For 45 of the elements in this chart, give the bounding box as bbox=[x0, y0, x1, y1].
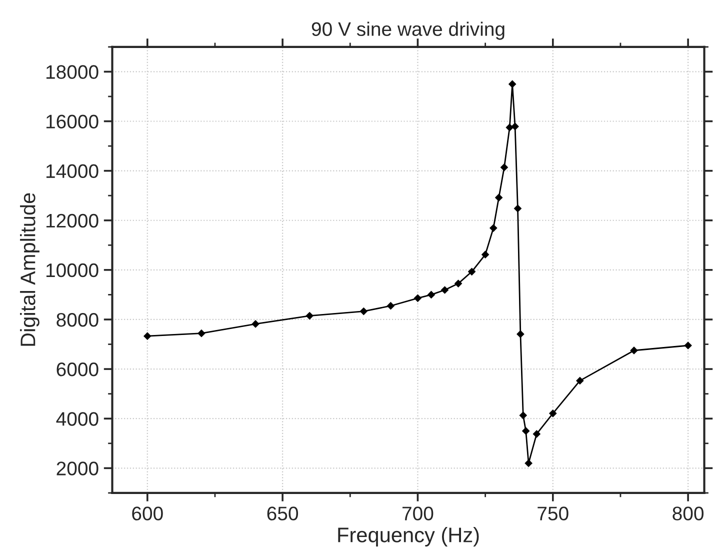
y-tick-label: 14000 bbox=[46, 164, 98, 178]
point bbox=[306, 312, 314, 320]
point bbox=[514, 204, 522, 212]
point bbox=[386, 302, 395, 310]
y-tick-label: 2000 bbox=[56, 462, 98, 476]
point bbox=[519, 411, 528, 420]
y-tick-label: 18000 bbox=[46, 65, 98, 79]
point bbox=[684, 342, 692, 350]
x-tick-label: 800 bbox=[672, 506, 704, 520]
point bbox=[454, 280, 462, 288]
point bbox=[440, 286, 449, 294]
point bbox=[532, 430, 541, 438]
chart-title: 90 V sine wave driving bbox=[312, 22, 504, 40]
point bbox=[630, 346, 638, 354]
point bbox=[198, 329, 206, 338]
point bbox=[506, 124, 514, 132]
point bbox=[427, 290, 436, 299]
point bbox=[548, 409, 557, 418]
point bbox=[414, 294, 422, 302]
y-tick-label: 6000 bbox=[56, 362, 98, 376]
y-tick-label: 4000 bbox=[56, 412, 98, 426]
x-tick-label: 700 bbox=[402, 506, 434, 520]
y-tick-label: 16000 bbox=[46, 114, 98, 128]
point bbox=[516, 330, 524, 338]
y-tick-label: 12000 bbox=[46, 214, 98, 228]
point bbox=[494, 194, 503, 202]
point bbox=[522, 427, 530, 435]
point bbox=[252, 320, 260, 328]
point bbox=[508, 80, 516, 88]
y-tick-label: 8000 bbox=[56, 312, 98, 327]
point bbox=[511, 122, 519, 130]
x-tick-label: 750 bbox=[538, 506, 568, 520]
point bbox=[468, 268, 476, 276]
point bbox=[360, 307, 368, 316]
point bbox=[524, 459, 532, 468]
x-tick-label: 600 bbox=[132, 506, 163, 520]
point bbox=[143, 332, 152, 340]
point bbox=[481, 250, 490, 258]
x-tick-label: 650 bbox=[267, 506, 298, 520]
y-axis-title: Digital Amplitude bbox=[20, 193, 40, 346]
y-tick-label: 10000 bbox=[46, 263, 98, 278]
point bbox=[576, 376, 584, 385]
point bbox=[500, 163, 508, 172]
point bbox=[489, 224, 498, 232]
x-axis-title: Frequency (Hz) bbox=[338, 527, 479, 546]
